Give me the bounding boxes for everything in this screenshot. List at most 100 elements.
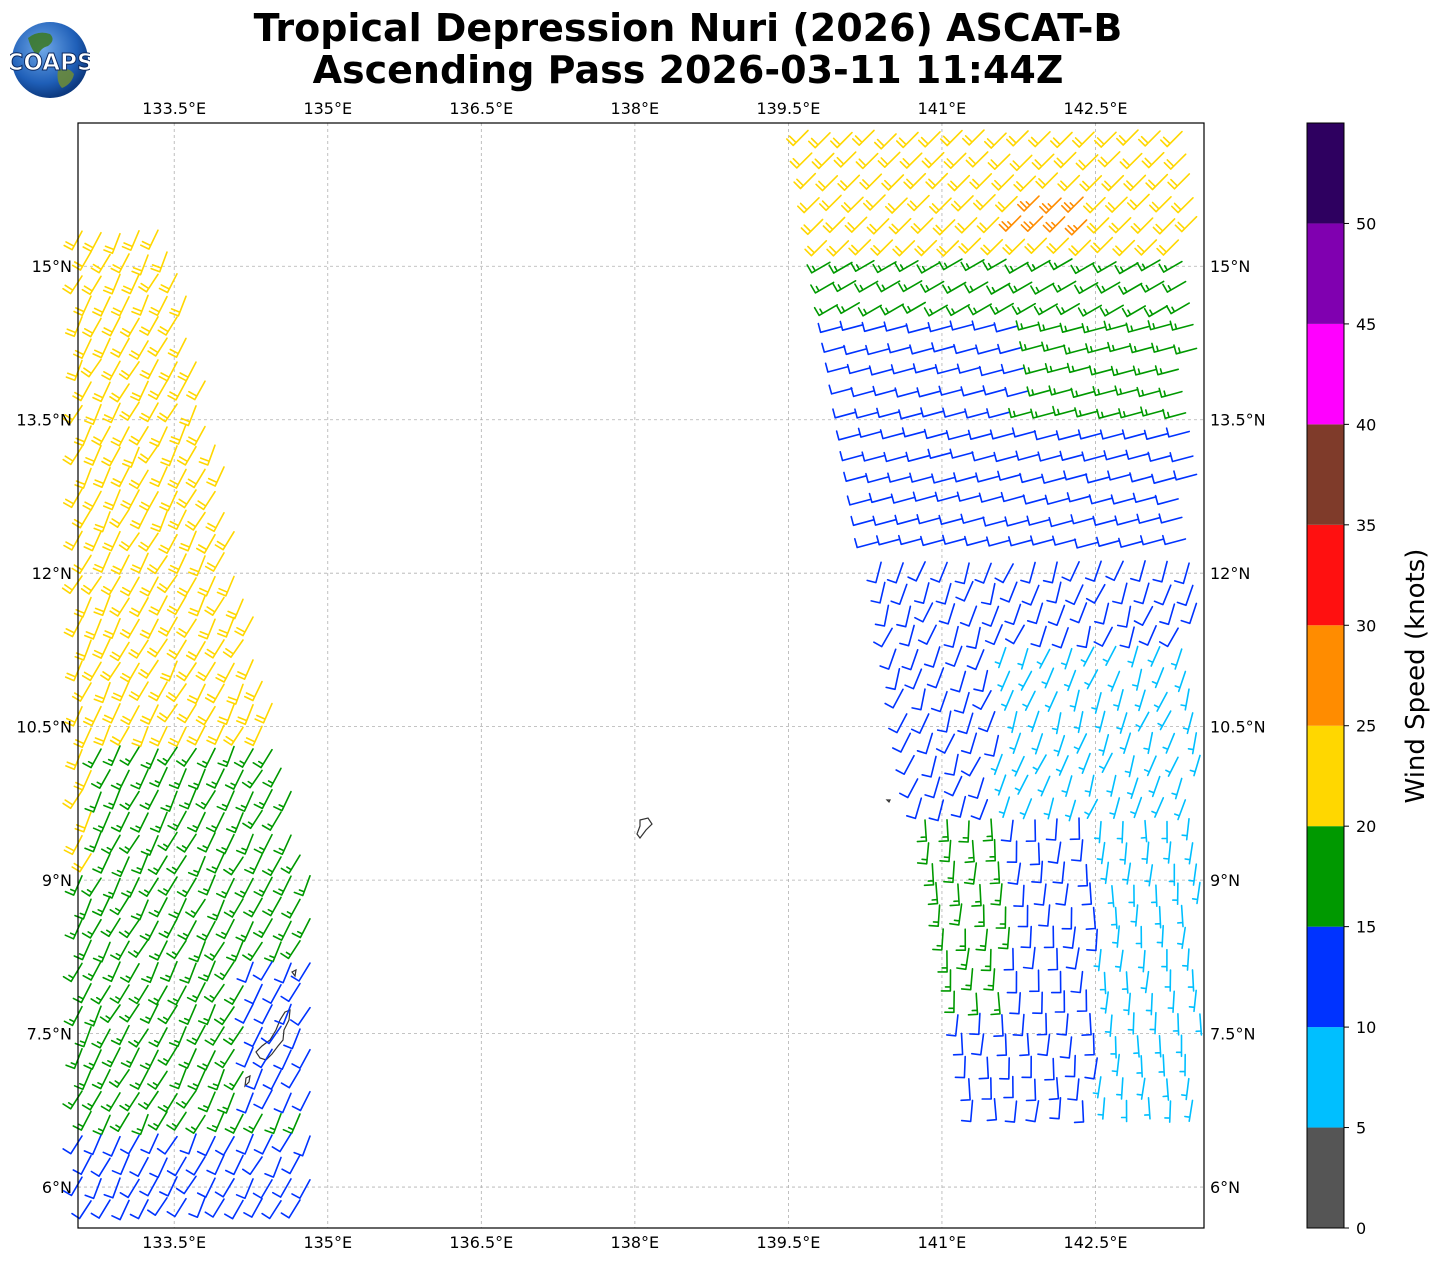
wind-barb: [837, 174, 861, 191]
wind-barb: [839, 451, 864, 462]
wind-barb: [139, 618, 159, 639]
wind-barb: [1000, 491, 1025, 503]
wind-barb: [102, 273, 121, 295]
wind-barb: [960, 968, 974, 991]
wind-barb: [158, 273, 178, 294]
wind-barb: [789, 152, 813, 169]
wind-barb: [1184, 1099, 1194, 1122]
wind-barb: [884, 688, 904, 709]
wind-barb: [273, 1092, 292, 1114]
colorbar-segment: [1307, 424, 1344, 525]
wind-barb: [205, 511, 225, 533]
wind-barb: [1083, 196, 1106, 214]
wind-barb: [952, 1032, 964, 1056]
wind-barb: [868, 492, 893, 504]
lon-tick-label-bottom: 139.5°E: [756, 1233, 820, 1252]
wind-barb: [197, 1091, 216, 1113]
wind-barb: [975, 344, 1000, 355]
wind-barb: [254, 702, 273, 724]
wind-barb: [101, 1047, 121, 1068]
wind-barb: [1103, 320, 1128, 331]
wind-barb: [1027, 710, 1040, 733]
wind-barb: [102, 530, 121, 552]
wind-barb: [813, 304, 838, 317]
wind-barb: [1167, 990, 1175, 1013]
wind-barb: [885, 668, 901, 691]
wind-barb: [280, 1199, 301, 1219]
wind-barb: [166, 855, 187, 875]
wind-barb: [147, 555, 168, 575]
wind-barb: [839, 320, 864, 331]
wind-barb: [1051, 712, 1062, 735]
wind-barb: [215, 1136, 235, 1156]
wind-barb: [111, 1154, 130, 1176]
wind-barb: [1119, 626, 1135, 649]
wind-barb: [149, 426, 168, 447]
wind-barb: [273, 834, 292, 856]
wind-barb: [920, 280, 945, 293]
wind-barb: [1000, 363, 1025, 375]
wind-barb: [1022, 364, 1047, 375]
wind-barb: [1003, 1075, 1014, 1099]
wind-barb: [1097, 1097, 1106, 1120]
wind-barb: [1021, 1055, 1032, 1079]
wind-barb: [84, 618, 102, 640]
wind-barb: [954, 1055, 966, 1079]
wind-barb: [83, 530, 102, 552]
wind-barb: [956, 491, 981, 502]
wind-barb: [149, 811, 168, 833]
wind-barb: [846, 495, 871, 506]
wind-barb: [139, 789, 159, 810]
lat-tick-label-right: 9°N: [1210, 871, 1240, 890]
wind-barb: [63, 834, 83, 856]
wind-barb: [946, 1014, 959, 1037]
wind-barb: [93, 594, 111, 617]
wind-barb: [1006, 840, 1018, 863]
wind-barb: [1118, 282, 1143, 295]
wind-barb: [204, 1026, 225, 1046]
wind-barb: [1057, 174, 1081, 192]
lat-tick-label-left: 6°N: [42, 1178, 72, 1197]
wind-barb: [828, 261, 853, 274]
wind-barb: [206, 724, 225, 745]
wind-barb: [901, 301, 926, 314]
wind-barb: [964, 281, 989, 294]
wind-barb: [975, 928, 988, 952]
wind-barb: [216, 833, 235, 855]
wind-barb: [1099, 429, 1124, 440]
wind-barb: [989, 302, 1014, 315]
wind-barb: [932, 219, 956, 236]
wind-barb: [797, 197, 820, 214]
wind-barb: [235, 1178, 254, 1200]
wind-barb: [167, 509, 187, 530]
wind-barb: [1154, 365, 1179, 376]
wind-barb: [82, 748, 102, 769]
wind-barb: [1062, 926, 1076, 949]
wind-barb: [916, 387, 941, 398]
wind-barb: [74, 898, 92, 920]
colorbar-tick-label: 10: [1356, 1018, 1376, 1037]
wind-barb: [203, 983, 225, 1003]
wind-barb: [966, 626, 981, 649]
wind-barb: [110, 554, 130, 575]
wind-barb: [1031, 153, 1055, 170]
lon-tick-label-bottom: 138°E: [611, 1233, 660, 1252]
wind-barb: [1013, 884, 1025, 908]
wind-barb: [967, 303, 992, 316]
wind-barb: [987, 153, 1011, 170]
wind-barb: [236, 833, 254, 855]
wind-barb: [1105, 196, 1128, 213]
wind-barb: [290, 962, 311, 982]
wind-barb: [176, 577, 197, 597]
wind-barb: [149, 466, 168, 488]
wind-barb: [982, 818, 994, 842]
wind-barb: [1171, 197, 1194, 214]
wind-barb: [986, 536, 1011, 547]
wind-barb: [944, 753, 959, 776]
wind-barb: [1004, 261, 1029, 274]
lat-tick-label-right: 6°N: [1210, 1178, 1240, 1197]
wind-barb: [815, 175, 839, 192]
wind-barb: [110, 1024, 130, 1046]
wind-barb: [923, 304, 948, 317]
lat-tick-label-right: 13.5°N: [1210, 411, 1266, 430]
